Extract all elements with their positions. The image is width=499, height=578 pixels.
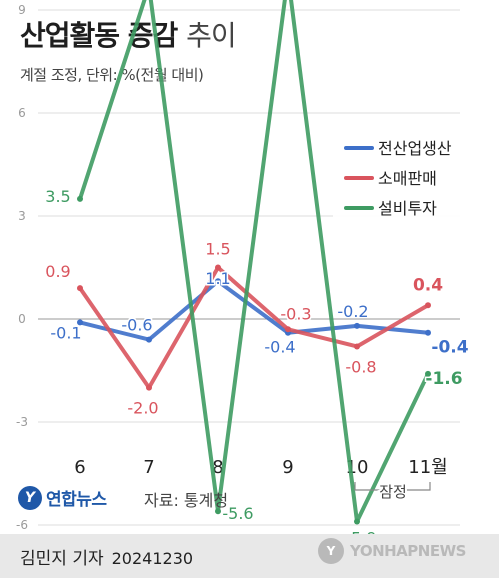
reporter-name: 김민지 기자	[20, 549, 104, 569]
data-point	[425, 329, 431, 336]
series-line	[78, 0, 430, 524]
data-point	[215, 264, 221, 271]
reporter-line: 김민지 기자 20241230	[20, 544, 193, 569]
y-tick-label: -3	[16, 415, 28, 429]
annotation-label: 잠정	[379, 483, 407, 501]
data-label: -0.3	[280, 304, 311, 323]
x-tick-layer: 6 7 8 9 10 11월	[74, 457, 447, 478]
y-tick-layer: 129630-3-6	[16, 3, 28, 532]
agency-logo: Y YONHAPNEWS	[318, 538, 466, 564]
x-tick-label: 11월	[408, 457, 447, 478]
title-light: 추이	[186, 19, 237, 52]
y-tick-label: 3	[18, 209, 26, 223]
data-point	[215, 508, 221, 515]
data-label: 1.1	[205, 269, 230, 288]
page-title: 산업활동 증감 추이	[20, 14, 237, 54]
data-label: -2.0	[127, 399, 158, 418]
x-tick-label: 8	[212, 457, 223, 478]
data-point	[215, 278, 221, 285]
y-tick-label: 9	[18, 3, 26, 17]
source-text: 자료: 통계청	[144, 491, 229, 510]
data-label: 0.4	[413, 275, 443, 295]
data-label: 1.5	[205, 240, 230, 259]
data-point	[425, 302, 431, 309]
data-label: 3.5	[45, 187, 70, 206]
series-layer	[77, 0, 431, 525]
y-tick-label: -6	[16, 518, 28, 532]
data-label: -0.2	[337, 302, 368, 321]
data-point	[354, 518, 360, 525]
data-point	[77, 319, 83, 326]
data-label: -5.6	[222, 504, 253, 523]
agency-name: YONHAPNEWS	[350, 542, 466, 560]
x-tick-label: 6	[74, 457, 85, 478]
agency-badge-icon: Y	[318, 538, 344, 564]
data-point	[285, 326, 291, 333]
legend-label: 소매판매	[378, 169, 437, 188]
data-label: -0.1	[50, 323, 81, 342]
legend-label: 설비투자	[378, 199, 437, 218]
x-tick-label: 9	[282, 457, 293, 478]
legend-label: 전산업생산	[378, 139, 452, 158]
y-tick-label: 6	[18, 106, 26, 120]
data-label: -0.4	[431, 338, 468, 358]
chart-subtitle: 계절 조정, 단위: %(전월 대비)	[20, 66, 204, 84]
x-tick-label: 7	[143, 457, 154, 478]
data-label: -0.4	[264, 338, 295, 357]
data-point	[425, 370, 431, 377]
title-main: 산업활동 증감	[20, 19, 178, 52]
yonhap-badge-icon: Y	[18, 485, 42, 510]
data-label: -1.6	[425, 369, 462, 389]
data-point	[146, 384, 152, 391]
data-label: -0.8	[345, 357, 376, 376]
publish-date: 20241230	[111, 549, 194, 568]
data-point	[354, 343, 360, 350]
footer-bar	[0, 534, 499, 578]
y-tick-label: 0	[18, 312, 26, 326]
data-point	[354, 322, 360, 329]
series-line	[78, 265, 430, 390]
annotation-layer: 잠정	[354, 481, 431, 503]
data-label-layer: -0.1 -0.6 1.1 -0.4 -0.2 -0.4 0.9 -2.0 1.5 -0.3 -0.…	[44, 185, 470, 549]
data-point	[77, 285, 83, 292]
annotation-bracket	[354, 482, 431, 491]
data-label: 0.9	[45, 262, 70, 281]
data-point	[146, 336, 152, 343]
brand-name: 연합뉴스	[46, 490, 107, 510]
series-line	[78, 279, 430, 342]
brand-logo: Y 연합뉴스	[18, 485, 107, 510]
data-label: -0.6	[121, 316, 152, 335]
data-point	[77, 195, 83, 202]
